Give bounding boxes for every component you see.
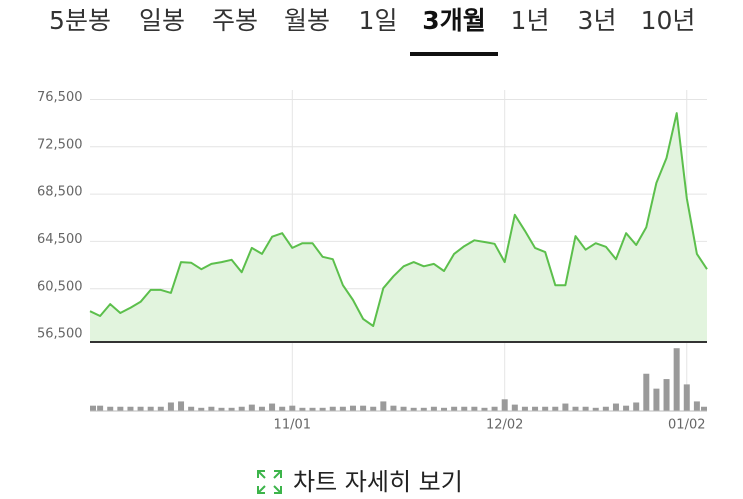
volume-bar — [441, 407, 448, 411]
plot: 56,500 60,500 64,500 68,500 72,500 76,500 11/0… — [37, 90, 708, 433]
y-tick-label: 56,500 — [37, 327, 83, 342]
volume-bar — [279, 406, 286, 411]
y-tick-label: 76,500 — [37, 90, 83, 105]
volume-bar — [238, 406, 245, 411]
tab[interactable]: 주봉 — [212, 6, 258, 35]
detail-button[interactable]: 차트 자세히 보기 — [257, 468, 463, 496]
volume-bar — [117, 406, 124, 411]
volume-bar — [701, 406, 707, 411]
volume-bar — [430, 406, 437, 411]
volume-bar — [248, 404, 255, 411]
tab[interactable]: 1일 — [359, 6, 398, 35]
volume-bar — [582, 406, 589, 411]
tab-active[interactable]: 3개월 — [422, 6, 485, 35]
volume-bar — [562, 403, 569, 411]
volume-bar — [552, 406, 559, 411]
volume-bar — [157, 406, 164, 411]
volume-bar — [471, 406, 478, 411]
volume-bar — [208, 406, 215, 411]
volume-bar — [521, 406, 528, 411]
detail-button-label[interactable]: 차트 자세히 보기 — [293, 468, 463, 496]
volume-bar — [178, 401, 185, 411]
volume-bar — [319, 407, 326, 411]
expand-icon — [257, 470, 282, 494]
tab[interactable]: 월봉 — [284, 6, 330, 35]
volume-bar — [228, 407, 235, 411]
y-tick-label: 60,500 — [37, 279, 83, 294]
volume-bar — [390, 405, 397, 411]
volume-bar — [107, 406, 114, 411]
volume-bar — [90, 405, 96, 411]
volume-bar — [643, 373, 650, 411]
volume-bar — [339, 406, 346, 411]
volume-bar — [683, 384, 690, 411]
volume-bar — [693, 401, 700, 411]
y-tick-label: 72,500 — [37, 137, 83, 152]
volume-bar — [370, 406, 377, 411]
volume-bar — [420, 407, 427, 411]
volume-bar — [633, 402, 640, 411]
volume-bar — [673, 348, 680, 411]
volume-bar — [623, 405, 630, 411]
volume-bar — [501, 399, 508, 411]
volume-bar — [532, 406, 539, 411]
y-tick-label: 68,500 — [37, 185, 83, 200]
volume-bar — [147, 406, 154, 411]
volume-bar — [309, 407, 316, 411]
volume-bar — [97, 405, 104, 411]
price-area — [90, 113, 707, 342]
volume-bar — [612, 403, 619, 411]
volume-bar — [269, 403, 276, 411]
volume-bar — [289, 405, 296, 411]
volume-bar — [188, 406, 195, 411]
volume-bar — [481, 407, 488, 411]
y-tick-label: 64,500 — [37, 232, 83, 247]
volume-bar — [400, 406, 407, 411]
volume-bar — [511, 404, 518, 411]
tab[interactable]: 일봉 — [139, 6, 185, 35]
x-tick-label: 12/02 — [486, 418, 523, 433]
volume-bar — [167, 402, 174, 411]
volume-bar — [127, 406, 134, 411]
volume-bar — [663, 379, 670, 411]
volume-bar — [380, 401, 387, 411]
volume-bar — [451, 406, 458, 411]
volume-bar — [198, 407, 205, 411]
x-tick-label: 01/02 — [668, 418, 705, 433]
tab[interactable]: 1년 — [511, 6, 550, 35]
tab[interactable]: 10년 — [641, 6, 696, 35]
volume-bar — [329, 406, 336, 411]
volume-bar — [299, 407, 306, 411]
volume-bar — [349, 405, 356, 411]
volume-bar — [218, 407, 225, 411]
tab-underline — [410, 52, 498, 56]
volume-bar — [542, 406, 549, 411]
x-tick-label: 11/01 — [274, 418, 311, 433]
volume-bar — [602, 406, 609, 411]
volume-bar — [653, 388, 660, 411]
volume-bar — [258, 406, 265, 411]
volume-bar — [360, 405, 367, 411]
volume-bar — [137, 406, 144, 411]
volume-bar — [410, 407, 417, 411]
volume-bar — [592, 407, 599, 411]
volume-bar — [491, 406, 498, 411]
tab[interactable]: 3년 — [578, 6, 617, 35]
price-line — [89, 112, 708, 327]
volume-bar — [572, 406, 579, 411]
tab[interactable]: 5분봉 — [49, 6, 111, 35]
volume-bar — [461, 406, 468, 411]
